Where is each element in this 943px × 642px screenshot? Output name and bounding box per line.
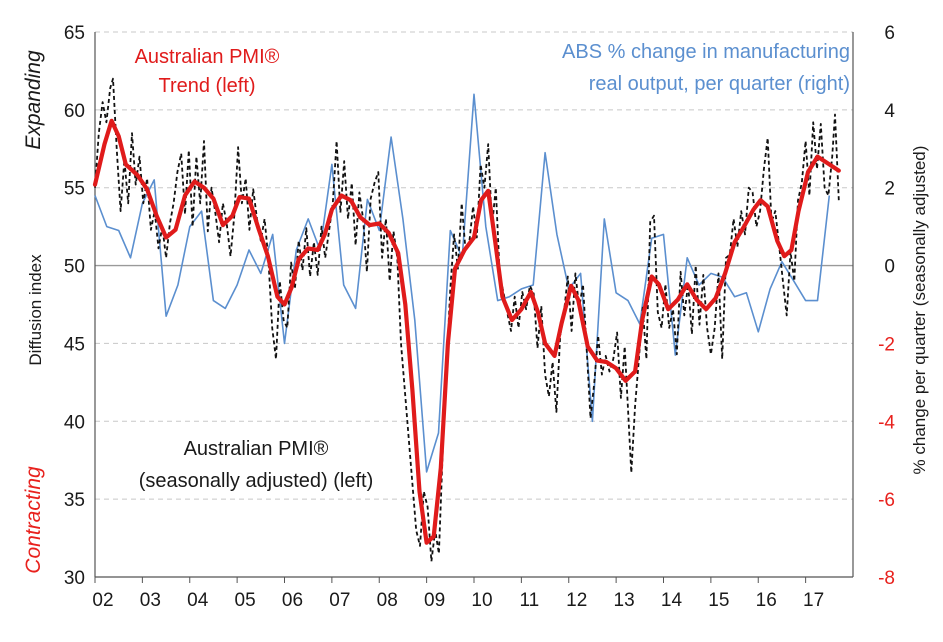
series-trend-line (92, 118, 841, 545)
x-tick-label-16: 16 (756, 590, 777, 611)
x-tick-label-15: 15 (708, 590, 729, 611)
pmi-annotation-line2: (seasonally adjusted) (left) (139, 470, 374, 492)
y2-tick-label--4: -4 (878, 412, 895, 433)
pmi-annotation-line1: Australian PMI® (184, 438, 329, 460)
x-tick-label-03: 03 (140, 590, 161, 611)
abs-annotation-line1: ABS % change in manufacturing (562, 41, 850, 63)
x-tick-label-14: 14 (661, 590, 683, 611)
axes (94, 32, 854, 583)
y2-tick-label--2: -2 (878, 334, 895, 355)
y-axis-title: Diffusion index (26, 254, 45, 366)
x-tick-label-09: 09 (424, 590, 445, 611)
contracting-label: Contracting (22, 466, 45, 574)
expanding-label: Expanding (22, 50, 45, 150)
y2-tick-label--8: -8 (878, 568, 895, 589)
x-tick-label-02: 02 (92, 590, 113, 611)
x-tick-label-11: 11 (520, 590, 540, 611)
x-tick-label-17: 17 (803, 590, 824, 611)
y-tick-label-30: 30 (64, 568, 85, 589)
y-tick-label-50: 50 (64, 257, 85, 278)
y-tick-label-65: 65 (64, 23, 85, 44)
y-tick-label-40: 40 (64, 412, 85, 433)
y2-tick-label-6: 6 (884, 23, 895, 44)
y2-axis-title: % change per quarter (seasonally adjuste… (910, 146, 929, 475)
x-tick-label-13: 13 (614, 590, 635, 611)
y2-tick-label-0: 0 (884, 257, 895, 278)
y2-tick-label--6: -6 (878, 490, 895, 511)
y2-tick-label-4: 4 (884, 101, 895, 122)
x-tick-label-06: 06 (282, 590, 303, 611)
x-tick-label-10: 10 (471, 590, 492, 611)
trend-annotation-line1: Australian PMI® (135, 46, 280, 68)
trend-annotation-line2: Trend (left) (158, 75, 255, 97)
y2-tick-label-2: 2 (884, 179, 895, 200)
series-layer (92, 77, 841, 563)
x-tick-label-04: 04 (187, 590, 209, 611)
y-tick-label-55: 55 (64, 179, 85, 200)
x-tick-label-07: 07 (329, 590, 350, 611)
y-tick-label-45: 45 (64, 334, 85, 355)
y-tick-label-35: 35 (64, 490, 85, 511)
x-tick-label-08: 08 (377, 590, 398, 611)
gridlines (95, 31, 853, 500)
x-tick-label-05: 05 (235, 590, 256, 611)
x-tick-label-12: 12 (566, 590, 587, 611)
y-tick-label-60: 60 (64, 101, 85, 122)
abs-annotation-line2: real output, per quarter (right) (589, 73, 850, 95)
